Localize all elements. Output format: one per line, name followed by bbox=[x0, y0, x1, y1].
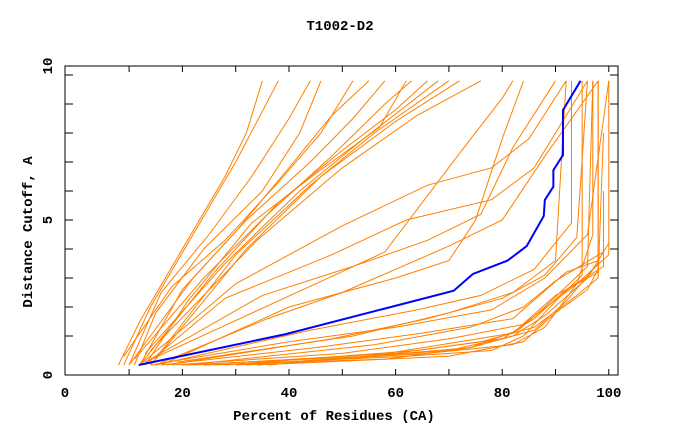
model-line-28 bbox=[225, 191, 604, 366]
model-line-21 bbox=[150, 80, 610, 366]
model-line-16 bbox=[144, 80, 588, 366]
model-line-3 bbox=[128, 80, 311, 366]
x-tick-label: 100 bbox=[596, 386, 621, 402]
model-line-1 bbox=[117, 80, 263, 366]
y-tick-labels: 0 5 10 bbox=[41, 58, 57, 380]
y-tick-label: 10 bbox=[41, 58, 57, 75]
model-line-36 bbox=[187, 251, 604, 366]
model-line-20 bbox=[144, 80, 514, 363]
model-line-13 bbox=[155, 80, 460, 360]
x-tick-label: 20 bbox=[174, 386, 191, 402]
x-tick-label: 0 bbox=[61, 386, 69, 402]
x-axis-label: Percent of Residues (CA) bbox=[233, 409, 435, 425]
y-axis-label: Distance Cutoff, A bbox=[21, 156, 37, 308]
model-line-27 bbox=[214, 80, 583, 366]
model-line-5 bbox=[123, 80, 354, 357]
x-tick-labels: 0 20 40 60 80 100 bbox=[61, 386, 622, 402]
x-tick-label: 60 bbox=[387, 386, 404, 402]
model-line-17 bbox=[150, 80, 556, 360]
model-line-12 bbox=[150, 80, 450, 366]
model-line-34 bbox=[176, 80, 567, 363]
model-line-19 bbox=[155, 80, 599, 366]
model-line-23 bbox=[171, 80, 610, 366]
y-tick-label: 0 bbox=[41, 371, 57, 379]
model-line-7 bbox=[128, 80, 386, 366]
x-tick-label: 80 bbox=[494, 386, 511, 402]
model-line-32 bbox=[267, 263, 599, 366]
highlight-model-line bbox=[138, 80, 582, 366]
model-line-15 bbox=[139, 80, 567, 366]
y-tick-label: 5 bbox=[41, 216, 57, 224]
model-line-31 bbox=[256, 269, 599, 366]
model-line-25 bbox=[193, 132, 604, 366]
chart-title: T1002-D2 bbox=[306, 19, 373, 35]
model-line-2 bbox=[123, 80, 279, 366]
model-line-18 bbox=[160, 80, 524, 366]
axis-ticks bbox=[65, 66, 618, 375]
model-line-11 bbox=[144, 80, 439, 354]
model-line-14 bbox=[150, 80, 482, 351]
model-line-8 bbox=[144, 80, 407, 366]
model-line-4 bbox=[133, 80, 322, 366]
model-line-22 bbox=[161, 80, 599, 366]
x-tick-label: 40 bbox=[281, 386, 298, 402]
series-lines bbox=[117, 80, 610, 366]
model-line-10 bbox=[139, 80, 428, 366]
model-line-29 bbox=[235, 80, 594, 366]
model-line-35 bbox=[155, 80, 572, 366]
